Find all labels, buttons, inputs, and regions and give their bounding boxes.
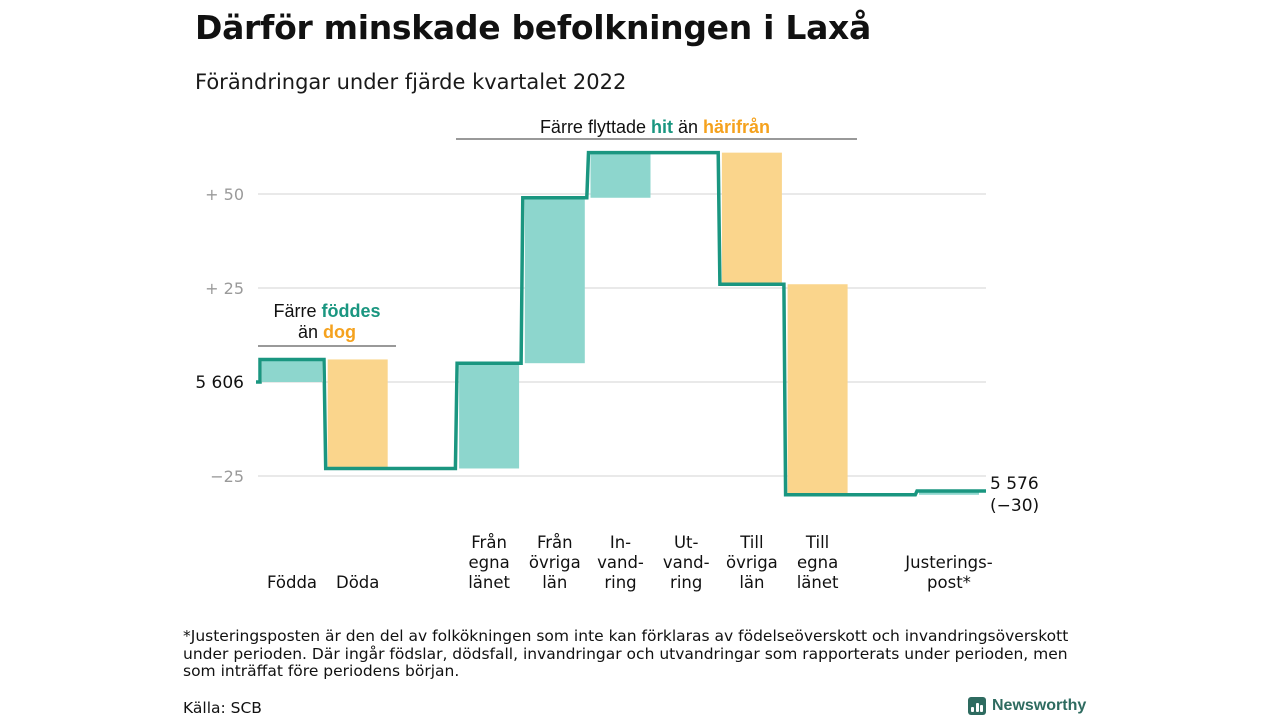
y-tick-label: −25	[210, 467, 244, 486]
end-change-label: (−30)	[990, 496, 1039, 516]
category-label: ring	[670, 573, 702, 592]
waterfall-bar	[590, 152, 651, 198]
newsworthy-logo: Newsworthy	[968, 697, 1086, 715]
category-label: ring	[604, 573, 636, 592]
source-label: Källa: SCB	[183, 699, 262, 717]
category-label: länet	[468, 573, 510, 592]
end-value-label: 5 576	[990, 474, 1039, 494]
category-label: länet	[797, 573, 839, 592]
category-label: Från	[537, 533, 573, 552]
newsworthy-logo-icon	[968, 697, 986, 715]
annotation-births-deaths: Färre föddes	[273, 301, 380, 321]
footnote: *Justeringsposten är den del av folkökni…	[183, 627, 1069, 680]
chart-subtitle: Förändringar under fjärde kvartalet 2022	[195, 70, 627, 94]
category-label: Justerings-	[904, 553, 992, 572]
waterfall-bar	[919, 491, 979, 495]
category-label: Från	[471, 533, 507, 552]
waterfall-bar	[327, 359, 388, 469]
waterfall-bar	[721, 152, 782, 285]
category-label: vand-	[597, 553, 644, 572]
y-tick-label: + 25	[205, 279, 244, 298]
category-label: In-	[610, 533, 631, 552]
waterfall-bar	[524, 197, 585, 364]
waterfall-bar	[787, 284, 848, 495]
category-label: egna	[468, 553, 509, 572]
category-label: län	[739, 573, 764, 592]
category-label: Ut-	[674, 533, 699, 552]
start-value-label: 5 606	[195, 373, 244, 393]
category-label: vand-	[663, 553, 710, 572]
category-label: övriga	[529, 553, 581, 572]
waterfall-bar	[262, 359, 322, 382]
y-tick-label: + 50	[205, 185, 244, 204]
category-label: post*	[927, 573, 971, 592]
category-label: Till	[805, 533, 829, 552]
category-label: Döda	[336, 573, 379, 592]
waterfall-bar	[459, 363, 520, 469]
category-label: län	[542, 573, 567, 592]
category-label: Födda	[267, 573, 317, 592]
category-label: Till	[739, 533, 763, 552]
annotation-births-deaths-line2: än dog	[298, 322, 356, 342]
cumulative-step-line	[256, 150, 986, 497]
category-label: egna	[797, 553, 838, 572]
newsworthy-logo-text: Newsworthy	[992, 697, 1087, 714]
category-label: övriga	[726, 553, 778, 572]
chart-title: Därför minskade befolkningen i Laxå	[195, 8, 871, 47]
annotation-migration: Färre flyttade hit än härifrån	[540, 117, 770, 137]
